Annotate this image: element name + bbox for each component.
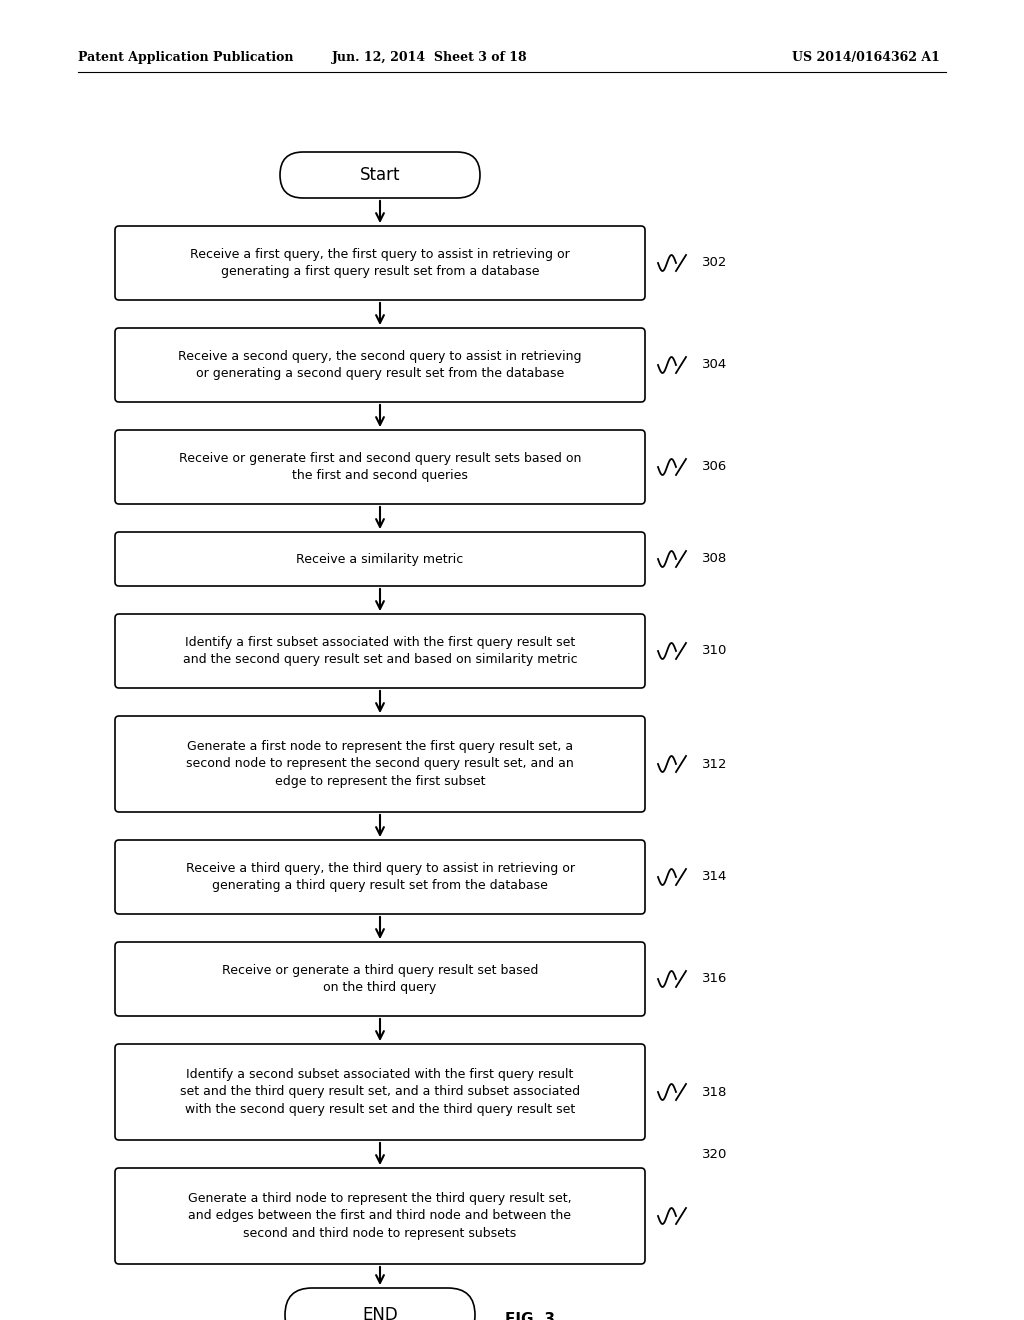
Text: 318: 318 (702, 1085, 727, 1098)
FancyBboxPatch shape (115, 532, 645, 586)
FancyBboxPatch shape (115, 327, 645, 403)
FancyBboxPatch shape (115, 226, 645, 300)
Text: 308: 308 (702, 553, 727, 565)
Text: 304: 304 (702, 359, 727, 371)
FancyBboxPatch shape (115, 840, 645, 913)
FancyBboxPatch shape (115, 430, 645, 504)
Text: 314: 314 (702, 870, 727, 883)
Text: Receive a second query, the second query to assist in retrieving
or generating a: Receive a second query, the second query… (178, 350, 582, 380)
Text: Receive or generate first and second query result sets based on
the first and se: Receive or generate first and second que… (179, 451, 582, 482)
Text: Identify a first subset associated with the first query result set
and the secon: Identify a first subset associated with … (182, 636, 578, 667)
Text: 310: 310 (702, 644, 727, 657)
FancyBboxPatch shape (115, 1044, 645, 1140)
Text: 306: 306 (702, 461, 727, 474)
FancyBboxPatch shape (115, 715, 645, 812)
FancyBboxPatch shape (115, 942, 645, 1016)
Text: US 2014/0164362 A1: US 2014/0164362 A1 (793, 51, 940, 65)
Text: Receive or generate a third query result set based
on the third query: Receive or generate a third query result… (222, 964, 539, 994)
Text: Generate a third node to represent the third query result set,
and edges between: Generate a third node to represent the t… (188, 1192, 571, 1239)
Text: 316: 316 (702, 973, 727, 986)
Text: Receive a similarity metric: Receive a similarity metric (296, 553, 464, 565)
Text: 312: 312 (702, 758, 727, 771)
Text: 320: 320 (702, 1147, 727, 1160)
Text: FIG. 3: FIG. 3 (505, 1312, 555, 1320)
FancyBboxPatch shape (280, 152, 480, 198)
Text: Identify a second subset associated with the first query result
set and the thir: Identify a second subset associated with… (180, 1068, 580, 1115)
Text: Patent Application Publication: Patent Application Publication (78, 51, 294, 65)
Text: END: END (362, 1305, 398, 1320)
Text: Receive a third query, the third query to assist in retrieving or
generating a t: Receive a third query, the third query t… (185, 862, 574, 892)
Text: 302: 302 (702, 256, 727, 269)
FancyBboxPatch shape (115, 1168, 645, 1265)
Text: Jun. 12, 2014  Sheet 3 of 18: Jun. 12, 2014 Sheet 3 of 18 (332, 51, 527, 65)
FancyBboxPatch shape (285, 1288, 475, 1320)
FancyBboxPatch shape (115, 614, 645, 688)
Text: Receive a first query, the first query to assist in retrieving or
generating a f: Receive a first query, the first query t… (190, 248, 570, 279)
Text: Generate a first node to represent the first query result set, a
second node to : Generate a first node to represent the f… (186, 741, 573, 788)
Text: Start: Start (359, 166, 400, 183)
